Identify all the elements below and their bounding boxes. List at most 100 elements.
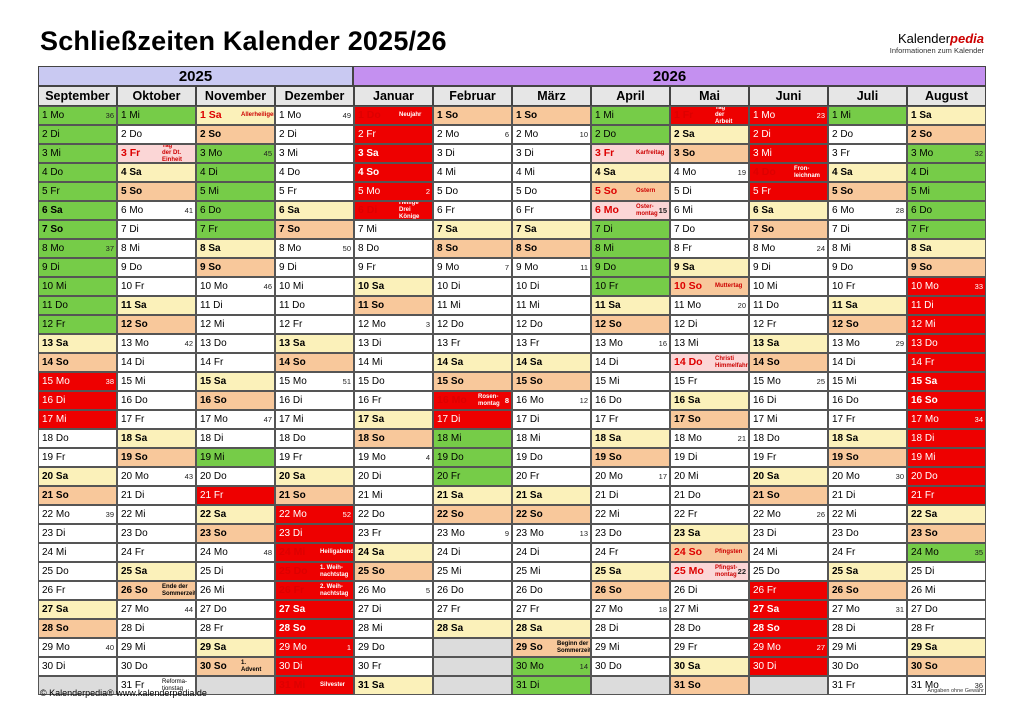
day-cell[interactable]: 3 Mo 32	[907, 144, 986, 163]
day-cell[interactable]: 9 Di	[38, 258, 117, 277]
day-cell[interactable]: 14 Sa	[512, 353, 591, 372]
day-cell[interactable]: 23 So	[907, 524, 986, 543]
day-cell[interactable]: 6 Mi	[670, 201, 749, 220]
day-cell[interactable]: 12 Fr	[38, 315, 117, 334]
day-cell[interactable]: 29 Mi	[591, 638, 670, 657]
day-cell[interactable]: 4 Do	[275, 163, 354, 182]
day-cell[interactable]: 12 So	[591, 315, 670, 334]
day-cell[interactable]: 30 Fr	[354, 657, 433, 676]
day-cell[interactable]: 15 So	[433, 372, 512, 391]
day-cell[interactable]: 14 So	[275, 353, 354, 372]
day-cell[interactable]: 16 Di	[38, 391, 117, 410]
day-cell[interactable]: 5 So	[828, 182, 907, 201]
day-cell[interactable]: 7 Do	[670, 220, 749, 239]
day-cell[interactable]: 26 So Ende der Sommerzeit	[117, 581, 196, 600]
day-cell[interactable]: 31 Fr Reforma-tionstag	[117, 676, 196, 695]
day-cell[interactable]: 31 Mo 36	[907, 676, 986, 695]
day-cell[interactable]: 20 Fr	[512, 467, 591, 486]
day-cell[interactable]: 29 Mi	[828, 638, 907, 657]
day-cell[interactable]: 2 So	[907, 125, 986, 144]
day-cell[interactable]: 1 Mi	[117, 106, 196, 125]
day-cell[interactable]: 8 Fr	[670, 239, 749, 258]
day-cell[interactable]: 1 Fr Tag der Arbeit	[670, 106, 749, 125]
day-cell[interactable]: 2 Mo 6	[433, 125, 512, 144]
day-cell[interactable]: 13 Di	[354, 334, 433, 353]
day-cell[interactable]: 28 Sa	[433, 619, 512, 638]
day-cell[interactable]: 1 Mi	[828, 106, 907, 125]
day-cell[interactable]: 5 Di	[670, 182, 749, 201]
day-cell[interactable]: 20 Do	[196, 467, 275, 486]
day-cell[interactable]: 18 Mi	[433, 429, 512, 448]
day-cell[interactable]: 17 Di	[433, 410, 512, 429]
day-cell[interactable]: 9 Do	[828, 258, 907, 277]
day-cell[interactable]: 23 Do	[828, 524, 907, 543]
day-cell[interactable]: 21 So	[275, 486, 354, 505]
day-cell[interactable]: 10 Mi	[38, 277, 117, 296]
day-cell[interactable]: 14 Di	[591, 353, 670, 372]
day-cell[interactable]: 29 Fr	[670, 638, 749, 657]
day-cell[interactable]: 22 Mo 52	[275, 505, 354, 524]
day-cell[interactable]: 4 Sa	[117, 163, 196, 182]
day-cell[interactable]: 18 So	[354, 429, 433, 448]
day-cell[interactable]: 20 Sa	[38, 467, 117, 486]
day-cell[interactable]: 17 Mi	[38, 410, 117, 429]
day-cell[interactable]: 19 Do	[512, 448, 591, 467]
day-cell[interactable]: 22 Mi	[591, 505, 670, 524]
day-cell[interactable]: 11 Mo 20	[670, 296, 749, 315]
day-cell[interactable]: 21 Sa	[433, 486, 512, 505]
day-cell[interactable]: 23 Sa	[670, 524, 749, 543]
day-cell[interactable]: 29 So Beginn der Sommerzeit	[512, 638, 591, 657]
day-cell[interactable]: 17 Mi	[275, 410, 354, 429]
day-cell[interactable]: 18 Sa	[591, 429, 670, 448]
day-cell[interactable]: 10 Mo 33	[907, 277, 986, 296]
day-cell[interactable]: 2 Di	[38, 125, 117, 144]
day-cell[interactable]: 8 Mi	[591, 239, 670, 258]
day-cell[interactable]: 19 So	[828, 448, 907, 467]
day-cell[interactable]: 28 Di	[828, 619, 907, 638]
day-cell[interactable]: 31 Di	[512, 676, 591, 695]
day-cell[interactable]: 25 Mi	[433, 562, 512, 581]
day-cell[interactable]: 3 Di	[512, 144, 591, 163]
day-cell[interactable]: 15 Mo 38	[38, 372, 117, 391]
day-cell[interactable]: 14 Fr	[907, 353, 986, 372]
day-cell[interactable]: 7 So	[749, 220, 828, 239]
day-cell[interactable]: 20 Fr	[433, 467, 512, 486]
day-cell[interactable]: 19 Fr	[38, 448, 117, 467]
day-cell[interactable]: 28 So	[749, 619, 828, 638]
day-cell[interactable]: 1 Mo 49	[275, 106, 354, 125]
day-cell[interactable]: 26 Mo 5	[354, 581, 433, 600]
day-cell[interactable]: 15 Do	[354, 372, 433, 391]
day-cell[interactable]: 28 So	[275, 619, 354, 638]
day-cell[interactable]: 27 Sa	[275, 600, 354, 619]
day-cell[interactable]: 21 Di	[828, 486, 907, 505]
day-cell[interactable]: 26 Mi	[196, 581, 275, 600]
day-cell[interactable]: 25 Do 1. Weih-nachtstag	[275, 562, 354, 581]
day-cell[interactable]: 12 So	[828, 315, 907, 334]
day-cell[interactable]: 18 Sa	[117, 429, 196, 448]
day-cell[interactable]: 5 Fr	[275, 182, 354, 201]
day-cell[interactable]: 2 Di	[749, 125, 828, 144]
day-cell[interactable]: 3 Mi	[38, 144, 117, 163]
day-cell[interactable]: 2 Fr	[354, 125, 433, 144]
day-cell[interactable]: 4 Di	[907, 163, 986, 182]
day-cell[interactable]: 14 Di	[117, 353, 196, 372]
day-cell[interactable]: 12 Mi	[196, 315, 275, 334]
day-cell[interactable]: 27 Do	[196, 600, 275, 619]
day-cell[interactable]: 7 Mi	[354, 220, 433, 239]
day-cell[interactable]: 10 Sa	[354, 277, 433, 296]
day-cell[interactable]: 21 Fr	[196, 486, 275, 505]
day-cell[interactable]: 3 Mi	[275, 144, 354, 163]
day-cell[interactable]: 24 Mi	[749, 543, 828, 562]
day-cell[interactable]: 22 Sa	[907, 505, 986, 524]
day-cell[interactable]: 7 Fr	[907, 220, 986, 239]
day-cell[interactable]: 23 Do	[117, 524, 196, 543]
day-cell[interactable]: 13 Mi	[670, 334, 749, 353]
day-cell[interactable]: 7 Di	[828, 220, 907, 239]
day-cell[interactable]: 22 Mo 39	[38, 505, 117, 524]
day-cell[interactable]: 30 Do	[828, 657, 907, 676]
day-cell[interactable]: 29 Mi	[117, 638, 196, 657]
day-cell[interactable]: 19 Fr	[275, 448, 354, 467]
day-cell[interactable]: 31 Mi Silvester	[275, 676, 354, 695]
day-cell[interactable]: 13 Mo 29	[828, 334, 907, 353]
day-cell[interactable]: 22 So	[433, 505, 512, 524]
